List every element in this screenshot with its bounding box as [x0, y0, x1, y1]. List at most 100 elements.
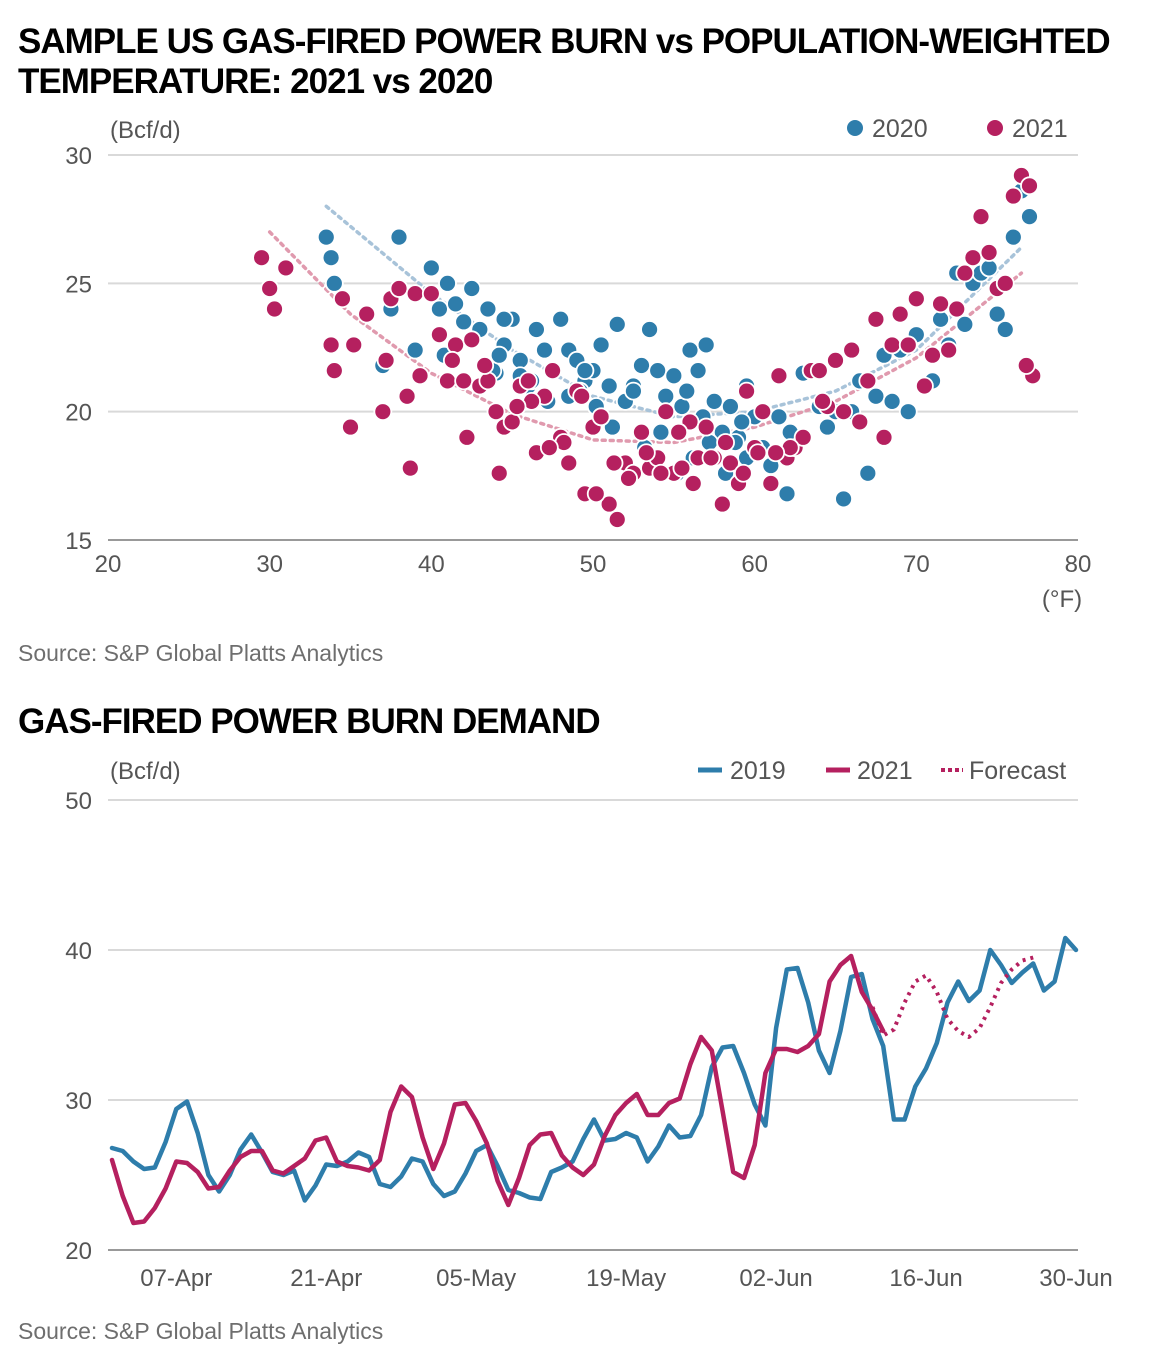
data-point-2021: [438, 371, 457, 391]
data-point-2021: [753, 402, 773, 422]
data-point-2020: [430, 299, 449, 319]
data-point-2020: [882, 391, 902, 411]
data-point-2020: [866, 386, 886, 406]
chart1-title-line1: SAMPLE US GAS-FIRED POWER BURN vs POPULA…: [18, 22, 1111, 61]
data-point-2021: [559, 453, 579, 473]
y-tick-label: 40: [65, 938, 92, 965]
data-point-2021: [979, 243, 999, 262]
legend-label-2021: 2021: [857, 757, 913, 785]
data-point-2020: [688, 361, 708, 381]
data-point-2020: [632, 356, 651, 375]
data-point-2020: [321, 248, 341, 268]
y-axis-label: (Bcf/d): [110, 758, 181, 785]
data-point-2020: [591, 335, 611, 355]
line-chart: 20 30 40 50 07-Apr 21-Apr 05-May 19-May 02-Jun 16…: [65, 757, 1112, 1292]
data-point-2020: [1020, 207, 1039, 226]
data-point-2021: [442, 350, 462, 370]
data-point-2021: [421, 284, 441, 304]
data-point-2021: [344, 335, 364, 355]
x-tick-label: 20: [95, 551, 122, 578]
data-point-2021: [252, 248, 271, 268]
data-point-2021: [882, 335, 902, 355]
series-line-2021: [109, 953, 886, 1226]
data-point-2020: [769, 407, 789, 427]
data-point-2021: [716, 433, 735, 452]
data-point-2020: [575, 361, 595, 381]
data-point-2021: [766, 443, 786, 463]
data-point-2020: [494, 309, 514, 329]
data-point-2020: [421, 258, 441, 278]
data-point-2020: [664, 366, 684, 386]
data-point-2021: [656, 402, 676, 422]
chart1-title: SAMPLE US GAS-FIRED POWER BURN vs POPULA…: [18, 22, 1111, 102]
data-point-2020: [995, 320, 1015, 339]
data-point-2020: [551, 309, 571, 329]
data-point-2021: [931, 294, 950, 314]
series-line-forecast: [870, 955, 1034, 1039]
data-point-2021: [733, 463, 753, 483]
data-point-2021: [518, 371, 538, 391]
data-point-2021: [619, 468, 638, 488]
data-point-2021: [410, 366, 430, 386]
data-point-2021: [632, 422, 651, 442]
data-point-2021: [321, 335, 341, 355]
data-point-2021: [809, 361, 829, 381]
data-point-2021: [636, 443, 656, 463]
y-tick-label: 15: [65, 528, 92, 555]
data-point-2020: [834, 489, 853, 509]
data-point-2021: [539, 438, 559, 458]
data-point-2021: [586, 484, 606, 504]
data-point-2021: [761, 474, 781, 493]
data-point-2021: [276, 258, 296, 278]
data-point-2020: [599, 376, 619, 396]
data-point-2020: [405, 340, 425, 360]
y-tick-label: 25: [65, 271, 92, 298]
x-tick-label: 21-Apr: [290, 1265, 362, 1292]
data-point-2021: [478, 371, 498, 391]
data-point-2021: [701, 448, 721, 468]
data-point-2020: [696, 335, 716, 355]
data-point-2020: [446, 294, 465, 314]
data-point-2020: [987, 304, 1007, 324]
data-point-2020: [672, 397, 692, 416]
data-point-2021: [939, 340, 959, 360]
chart1-title-line2: TEMPERATURE: 2021 vs 2020: [18, 62, 493, 101]
data-point-2021: [906, 289, 926, 309]
data-point-2020: [818, 417, 837, 437]
data-point-2021: [430, 325, 449, 345]
data-point-2021: [260, 279, 280, 298]
data-point-2021: [696, 417, 716, 437]
legend-label-2020: 2020: [872, 115, 928, 143]
data-point-2020: [640, 320, 659, 339]
data-point-2020: [732, 412, 752, 432]
data-point-2021: [955, 263, 975, 283]
x-tick-label: 50: [580, 551, 607, 578]
data-point-2020: [624, 381, 643, 401]
data-point-2021: [397, 386, 417, 406]
legend-label-forecast: Forecast: [969, 757, 1066, 785]
data-point-2021: [890, 304, 910, 324]
data-point-2020: [777, 484, 797, 504]
data-point-2021: [333, 289, 352, 309]
data-point-2021: [923, 345, 942, 365]
x-tick-label: 30: [256, 551, 283, 578]
x-tick-label: 70: [903, 551, 930, 578]
x-axis-label: (°F): [1042, 586, 1082, 613]
data-point-2020: [931, 309, 950, 329]
data-point-2021: [376, 350, 396, 370]
data-point-2021: [373, 402, 393, 422]
data-point-2020: [677, 381, 697, 401]
y-tick-label: 50: [65, 788, 92, 815]
y-axis-label: (Bcf/d): [110, 117, 181, 144]
data-point-2021: [341, 417, 360, 437]
data-point-2020: [858, 463, 878, 483]
y-tick-label: 30: [65, 1088, 92, 1115]
legend-label-2021: 2021: [1012, 115, 1068, 143]
data-point-2021: [324, 361, 344, 381]
data-point-2020: [489, 345, 509, 365]
data-point-2020: [478, 299, 498, 319]
data-point-2021: [265, 299, 284, 319]
y-tick-label: 20: [65, 1238, 92, 1265]
data-point-2021: [489, 463, 509, 483]
data-point-2021: [721, 453, 740, 473]
